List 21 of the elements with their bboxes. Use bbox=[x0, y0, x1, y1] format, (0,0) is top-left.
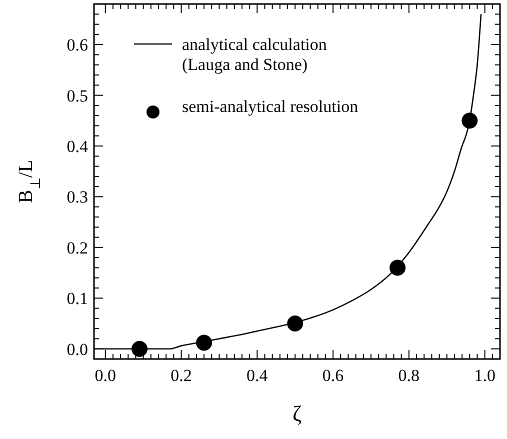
y-tick-label: 0.5 bbox=[66, 86, 88, 106]
point bbox=[462, 112, 478, 129]
legend-label: semi-analytical resolution bbox=[182, 97, 359, 116]
x-axis-title: ζ bbox=[292, 401, 302, 426]
point bbox=[196, 334, 212, 351]
y-tick-label: 0.6 bbox=[66, 36, 88, 55]
x-tick-label: 0.0 bbox=[94, 366, 116, 385]
x-tick-label: 0.4 bbox=[246, 366, 268, 385]
y-tick-label: 0.0 bbox=[66, 340, 88, 359]
point bbox=[390, 260, 406, 276]
y-tick-label: 0.3 bbox=[66, 188, 88, 207]
point bbox=[132, 340, 148, 357]
legend-label: analytical calculation (Lauga and Stone) bbox=[182, 35, 328, 74]
x-tick-label: 1.0 bbox=[474, 366, 496, 385]
y-tick-label: 0.2 bbox=[66, 238, 88, 258]
y-tick-label: 0.4 bbox=[66, 137, 88, 156]
point bbox=[287, 316, 304, 332]
y-tick-label: 0.1 bbox=[66, 289, 88, 308]
x-tick-label: 0.8 bbox=[398, 366, 420, 385]
x-tick-label: 0.2 bbox=[170, 366, 192, 385]
x-tick-label: 0.6 bbox=[322, 366, 344, 385]
